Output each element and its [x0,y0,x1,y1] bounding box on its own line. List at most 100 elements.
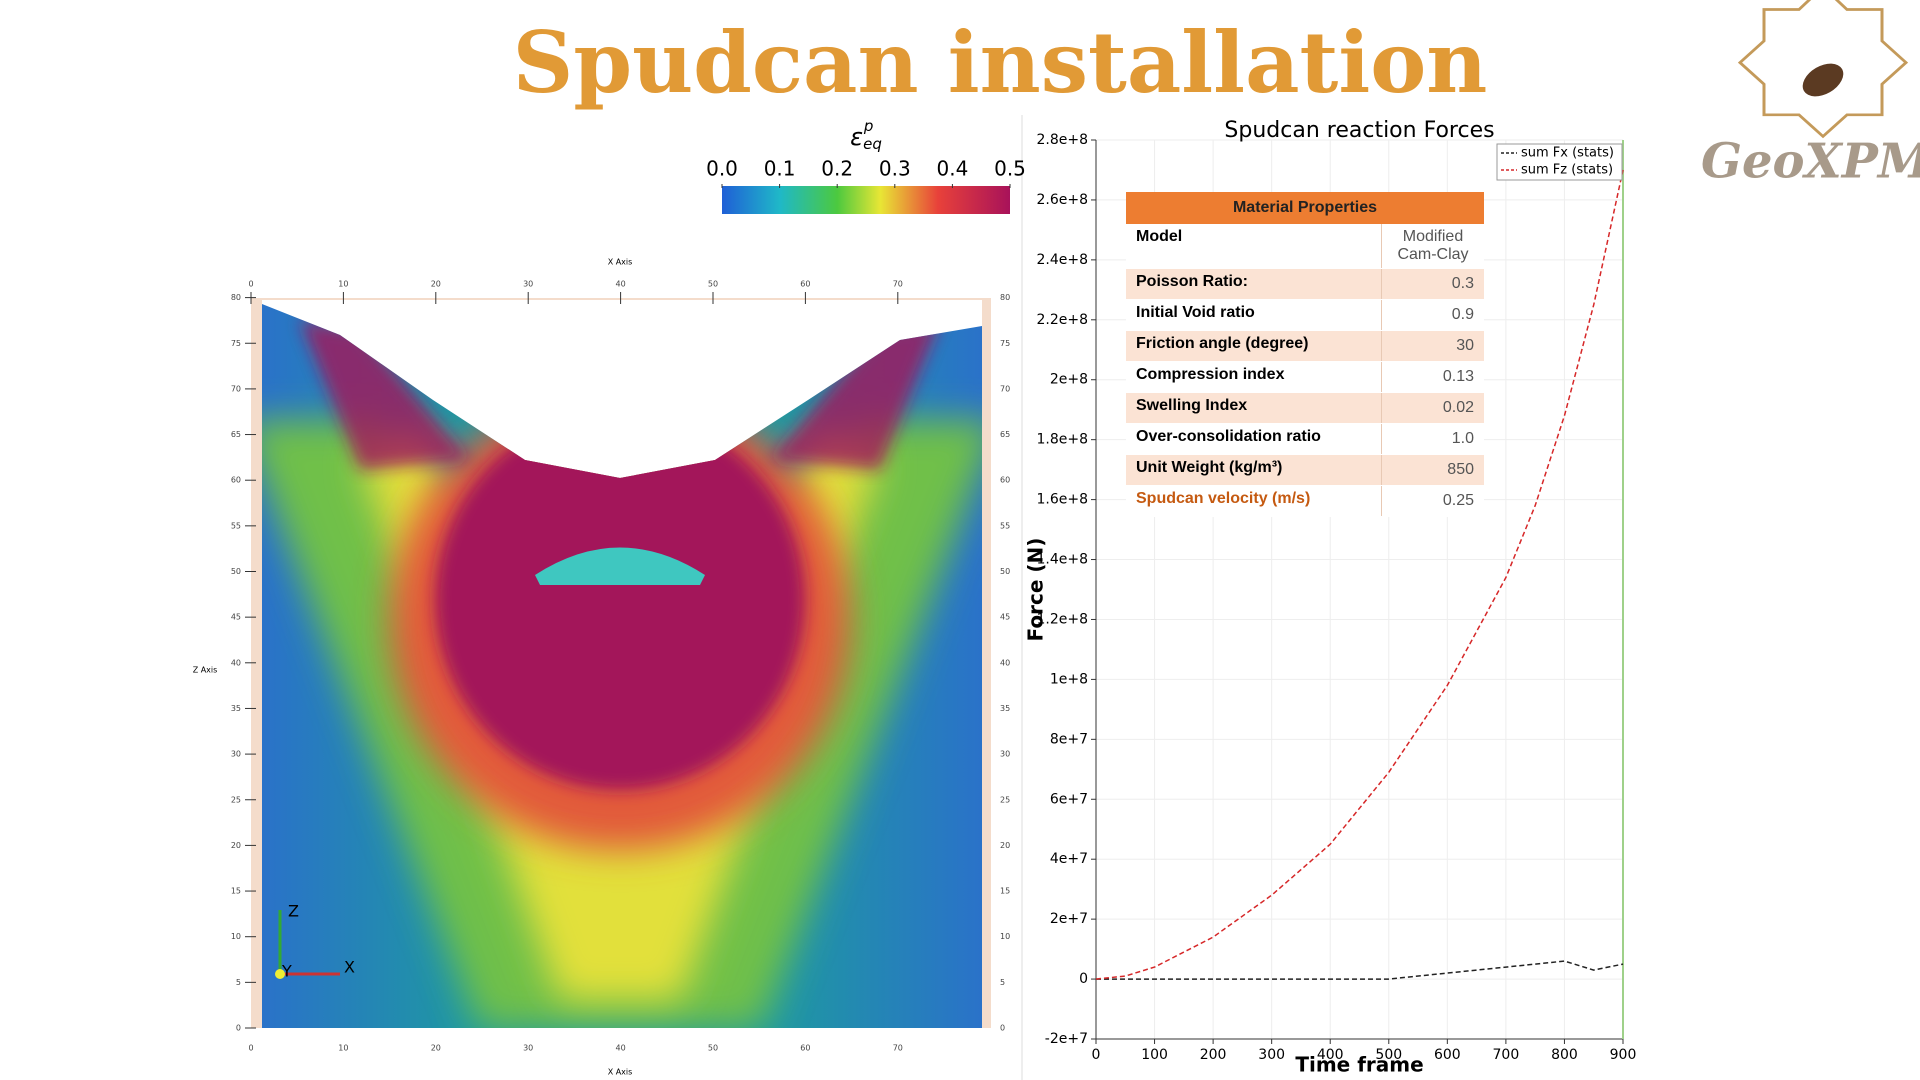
z-tick-label: 50 [231,567,241,576]
z-tick-label: 80 [1000,293,1010,302]
x-tick-label: 0 [1092,1047,1101,1063]
y-tick-label: 0 [1079,971,1088,987]
y-tick-label: 2.8e+8 [1036,132,1088,148]
triad-label: Z [288,902,299,921]
z-tick-label: 65 [1000,430,1010,439]
table-row: Swelling Index 0.02 [1126,392,1484,424]
x-tick-label: 0 [248,280,253,289]
table-label: Over-consolidation ratio [1126,423,1382,455]
z-tick-label: 10 [231,932,241,941]
y-tick-label: 1.6e+8 [1036,492,1088,508]
z-tick-label: 40 [231,658,241,667]
table-label: Spudcan velocity (m/s) [1126,485,1382,517]
x-tick-label: 20 [431,280,441,289]
table-label: Friction angle (degree) [1126,330,1382,362]
x-tick-label: 400 [1317,1047,1344,1063]
table-row: Unit Weight (kg/m³) 850 [1126,454,1484,486]
z-tick-label: 5 [1000,978,1005,987]
x-axis-label: X Axis [608,1068,633,1077]
table-value: 0.9 [1381,299,1484,331]
table-row: Compression index 0.13 [1126,361,1484,393]
z-tick-label: 70 [1000,384,1010,393]
y-tick-label: 1.2e+8 [1036,611,1088,627]
colorbar-title: εeqp [850,117,882,153]
table-value: 30 [1381,330,1484,362]
triad-label: X [344,958,355,977]
table-row: Over-consolidation ratio 1.0 [1126,423,1484,455]
table-value: 1.0 [1381,423,1484,455]
z-tick-label: 20 [231,841,241,850]
y-tick-label: 2.2e+8 [1036,312,1088,328]
z-tick-label: 55 [1000,521,1010,530]
x-tick-label: 0 [248,1044,253,1053]
spudcan [535,547,705,585]
z-tick-label: 35 [231,704,241,713]
z-tick-label: 45 [1000,613,1010,622]
z-axis-label: Z Axis [193,666,218,675]
table-value: 0.02 [1381,392,1484,424]
x-axis-label: X Axis [608,258,633,267]
table-row: Spudcan velocity (m/s) 0.25 [1126,485,1484,517]
colorbar-tick-label: 0.1 [764,157,796,181]
colorbar-tick-label: 0.4 [936,157,968,181]
x-tick-label: 60 [800,1044,810,1053]
table-row: Poisson Ratio: 0.3 [1126,268,1484,300]
line-series [1095,169,1624,980]
table-value: 0.13 [1381,361,1484,393]
y-tick-label: 2.6e+8 [1036,192,1088,208]
table-label: Unit Weight (kg/m³) [1126,454,1382,486]
x-tick-label: 10 [338,280,348,289]
y-tick-label: 1.8e+8 [1036,432,1088,448]
x-tick-label: 70 [893,280,903,289]
x-tick-label: 20 [431,1044,441,1053]
y-tick-label: 6e+7 [1050,791,1088,807]
z-tick-label: 5 [236,978,241,987]
x-tick-label: 40 [616,1044,626,1053]
chart-title: Spudcan reaction Forces [1224,118,1494,143]
table-value: 0.25 [1381,485,1484,517]
z-tick-label: 60 [1000,476,1010,485]
z-tick-label: 65 [231,430,241,439]
table-label: Swelling Index [1126,392,1382,424]
z-tick-label: 50 [1000,567,1010,576]
z-tick-label: 0 [236,1024,241,1033]
z-tick-label: 15 [1000,887,1010,896]
z-tick-label: 80 [231,293,241,302]
logo-text: GeoXPM [1701,134,1920,190]
colorbar-tick-label: 0.5 [994,157,1026,181]
colorbar-tick-label: 0.3 [879,157,911,181]
z-tick-label: 60 [231,476,241,485]
x-tick-label: 900 [1610,1047,1637,1063]
y-tick-label: 4e+7 [1050,851,1088,867]
table-value: Modified Cam-Clay [1381,224,1484,269]
z-tick-label: 75 [1000,339,1010,348]
y-tick-label: 1e+8 [1050,671,1088,687]
table-label: Model [1126,224,1382,269]
y-tick-label: -2e+7 [1045,1031,1088,1047]
legend [1496,143,1623,181]
table-row: Initial Void ratio 0.9 [1126,299,1484,331]
x-tick-label: 50 [708,1044,718,1053]
z-tick-label: 20 [1000,841,1010,850]
z-tick-label: 45 [231,613,241,622]
y-tick-label: 2e+8 [1050,372,1088,388]
table-label: Initial Void ratio [1126,299,1382,331]
y-tick-label: 1.4e+8 [1036,552,1088,568]
z-tick-label: 30 [231,750,241,759]
triad-label: Y [281,962,292,981]
x-tick-label: 60 [800,280,810,289]
table-label: Poisson Ratio: [1126,268,1382,300]
table-row: Friction angle (degree) 30 [1126,330,1484,362]
table-label: Compression index [1126,361,1382,393]
x-tick-label: 10 [338,1044,348,1053]
x-tick-label: 100 [1141,1047,1168,1063]
z-tick-label: 75 [231,339,241,348]
table-title: Material Properties [1126,192,1484,224]
x-tick-label: 30 [523,280,533,289]
z-tick-label: 70 [231,384,241,393]
z-tick-label: 10 [1000,932,1010,941]
colorbar-tick-label: 0.2 [821,157,853,181]
colorbar-tick-label: 0.0 [706,157,738,181]
